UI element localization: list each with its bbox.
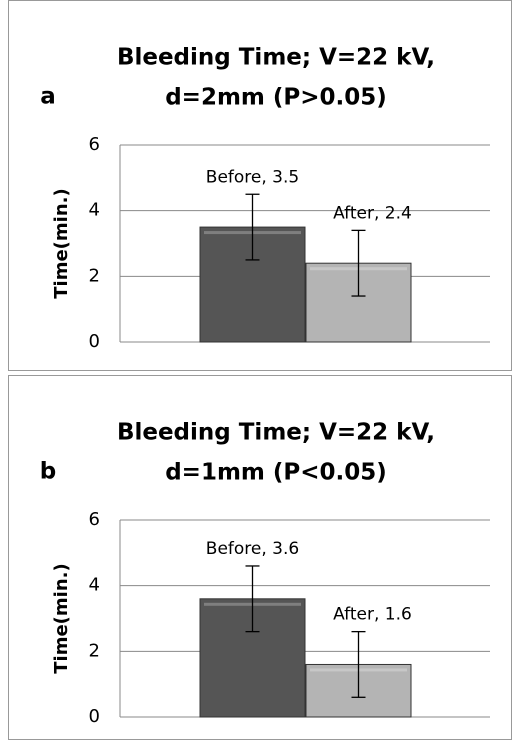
chart-title: Bleeding Time; V=22 kV, — [117, 420, 435, 446]
y-tick-label: 0 — [89, 706, 100, 727]
y-tick-label: 4 — [89, 200, 100, 221]
y-tick-label: 2 — [89, 640, 100, 661]
error-bar — [245, 565, 260, 633]
error-bar — [351, 630, 366, 698]
data-label: Before, 3.6 — [206, 539, 299, 559]
chart-title: d=2mm (P>0.05) — [165, 85, 387, 111]
error-bar — [245, 193, 260, 261]
chart-title: Bleeding Time; V=22 kV, — [117, 45, 435, 71]
data-label: After, 2.4 — [333, 203, 412, 223]
y-tick-label: 4 — [89, 575, 100, 596]
panel-label: b — [40, 459, 56, 485]
y-tick-label: 6 — [89, 509, 100, 530]
y-axis-label: Time(min.) — [51, 563, 72, 673]
y-tick-label: 2 — [89, 265, 100, 286]
y-tick-label: 0 — [89, 331, 100, 352]
error-bar — [351, 229, 366, 297]
chart-panel: a Bleeding Time; V=22 kV, d=2mm (P>0.05) 0 2… — [8, 0, 512, 371]
panel-label: a — [40, 84, 56, 110]
y-axis-label: Time(min.) — [51, 188, 72, 298]
y-tick-label: 6 — [89, 134, 100, 155]
chart-panel: b Bleeding Time; V=22 kV, d=1mm (P<0.05) 0 2… — [8, 375, 512, 740]
data-label: After, 1.6 — [333, 605, 412, 625]
data-label: Before, 3.5 — [206, 167, 299, 187]
chart-title: d=1mm (P<0.05) — [165, 460, 387, 486]
